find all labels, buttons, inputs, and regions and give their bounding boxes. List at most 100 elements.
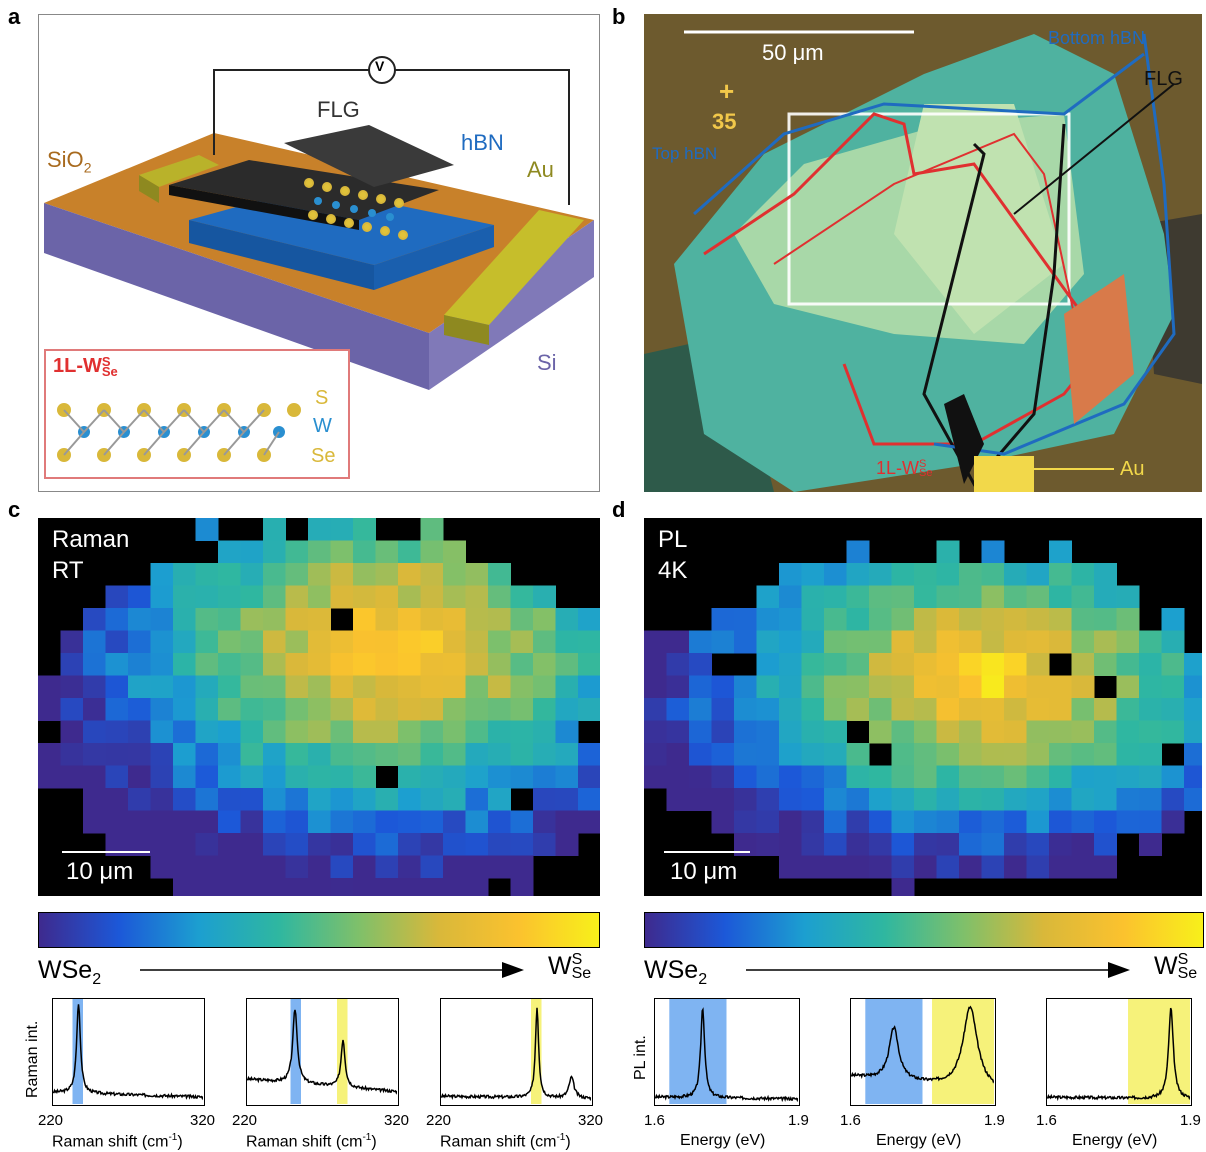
map-pixel xyxy=(1026,675,1050,699)
map-pixel xyxy=(128,743,151,766)
map-pixel xyxy=(891,698,915,721)
pl-1-xmax: 1.9 xyxy=(788,1112,809,1129)
pl-arrow xyxy=(746,962,1130,978)
map-pixel xyxy=(285,833,309,856)
map-pixel xyxy=(578,675,600,699)
map-pixel xyxy=(914,810,937,834)
map-pixel xyxy=(869,765,892,789)
map-pixel xyxy=(353,743,376,766)
pl-1-xmin: 1.6 xyxy=(644,1112,665,1129)
map-pixel xyxy=(105,653,129,676)
micrograph-flg-label: FLG xyxy=(1144,68,1183,90)
map-pixel xyxy=(218,698,241,721)
map-pixel xyxy=(105,698,129,721)
map-pixel xyxy=(443,630,466,654)
map-pixel xyxy=(914,698,937,721)
map-pixel xyxy=(285,878,309,896)
map-pixel xyxy=(1116,585,1140,609)
map-pixel xyxy=(1139,788,1162,811)
map-pixel xyxy=(465,608,489,631)
map-pixel xyxy=(734,675,757,699)
map-pixel xyxy=(218,585,241,609)
map-pixel xyxy=(1094,833,1117,856)
raman-colorbar-left-label: WSe2 xyxy=(38,956,102,988)
map-pixel xyxy=(263,653,286,676)
map-pixel xyxy=(1026,788,1050,811)
map-pixel xyxy=(150,585,174,609)
map-pixel xyxy=(330,855,354,879)
map-pixel xyxy=(195,585,219,609)
raman-1-xlabel: Raman shift (cm-1) xyxy=(52,1132,183,1151)
map-pixel xyxy=(689,743,712,766)
map-pixel xyxy=(443,653,466,676)
map-pixel xyxy=(981,855,1005,879)
map-pixel xyxy=(83,630,106,654)
map-pixel xyxy=(756,653,780,676)
map-pixel xyxy=(83,765,106,789)
map-pixel xyxy=(936,585,960,609)
map-pixel xyxy=(1161,675,1185,699)
map-pixel xyxy=(263,518,286,541)
raman-3-xmax: 320 xyxy=(578,1112,604,1129)
raman-ylabel: Raman int. xyxy=(24,1020,41,1098)
map-pixel xyxy=(824,653,847,676)
map-pixel xyxy=(218,563,241,586)
map-pixel xyxy=(1139,675,1162,699)
map-pixel xyxy=(914,743,937,766)
map-pixel xyxy=(353,720,376,744)
map-pixel xyxy=(488,743,511,766)
map-pixel xyxy=(510,608,534,631)
map-pixel xyxy=(218,720,241,744)
map-pixel xyxy=(218,855,241,879)
map-pixel xyxy=(756,675,780,699)
map-pixel xyxy=(398,698,421,721)
map-pixel xyxy=(150,563,174,586)
map-pixel xyxy=(981,810,1005,834)
map-pixel xyxy=(1004,563,1027,586)
raman-spectrum-3 xyxy=(440,998,593,1106)
map-pixel xyxy=(128,630,151,654)
map-pixel xyxy=(263,608,286,631)
map-pixel xyxy=(846,608,870,631)
map-pixel xyxy=(375,585,399,609)
map-pixel xyxy=(240,698,264,721)
map-pixel xyxy=(1071,833,1095,856)
map-pixel xyxy=(779,608,802,631)
map-pixel xyxy=(308,743,331,766)
map-pixel xyxy=(734,720,757,744)
pl-colorbar-right-label: W S Se xyxy=(1154,951,1198,983)
map-pixel xyxy=(510,765,534,789)
map-pixel xyxy=(914,563,937,586)
map-pixel xyxy=(240,855,264,879)
map-pixel xyxy=(1161,788,1185,811)
map-pixel xyxy=(488,720,511,744)
map-pixel xyxy=(398,540,421,564)
map-pixel xyxy=(510,630,534,654)
map-pixel xyxy=(60,675,84,699)
map-pixel xyxy=(1094,720,1117,744)
map-pixel xyxy=(1094,743,1117,766)
map-pixel xyxy=(1094,653,1117,676)
map-pixel xyxy=(443,788,466,811)
pl-spectrum-1-trace xyxy=(655,1007,798,1103)
map-pixel xyxy=(981,585,1005,609)
map-pixel xyxy=(218,765,241,789)
map-pixel xyxy=(846,788,870,811)
map-pixel xyxy=(1094,563,1117,586)
map-pixel xyxy=(756,743,780,766)
map-pixel xyxy=(420,720,444,744)
map-pixel xyxy=(1071,585,1095,609)
map-pixel xyxy=(375,788,399,811)
map-pixel xyxy=(959,810,982,834)
inset-w-label: W xyxy=(313,415,332,437)
raman-spectrum-3-trace xyxy=(441,1007,591,1102)
map-pixel xyxy=(150,833,174,856)
map-pixel xyxy=(263,810,286,834)
map-pixel xyxy=(173,810,196,834)
map-pixel xyxy=(1094,608,1117,631)
map-pixel xyxy=(465,698,489,721)
map-pixel xyxy=(1139,720,1162,744)
map-pixel xyxy=(240,743,264,766)
map-pixel xyxy=(398,743,421,766)
raman-spectrum-1 xyxy=(52,998,205,1106)
